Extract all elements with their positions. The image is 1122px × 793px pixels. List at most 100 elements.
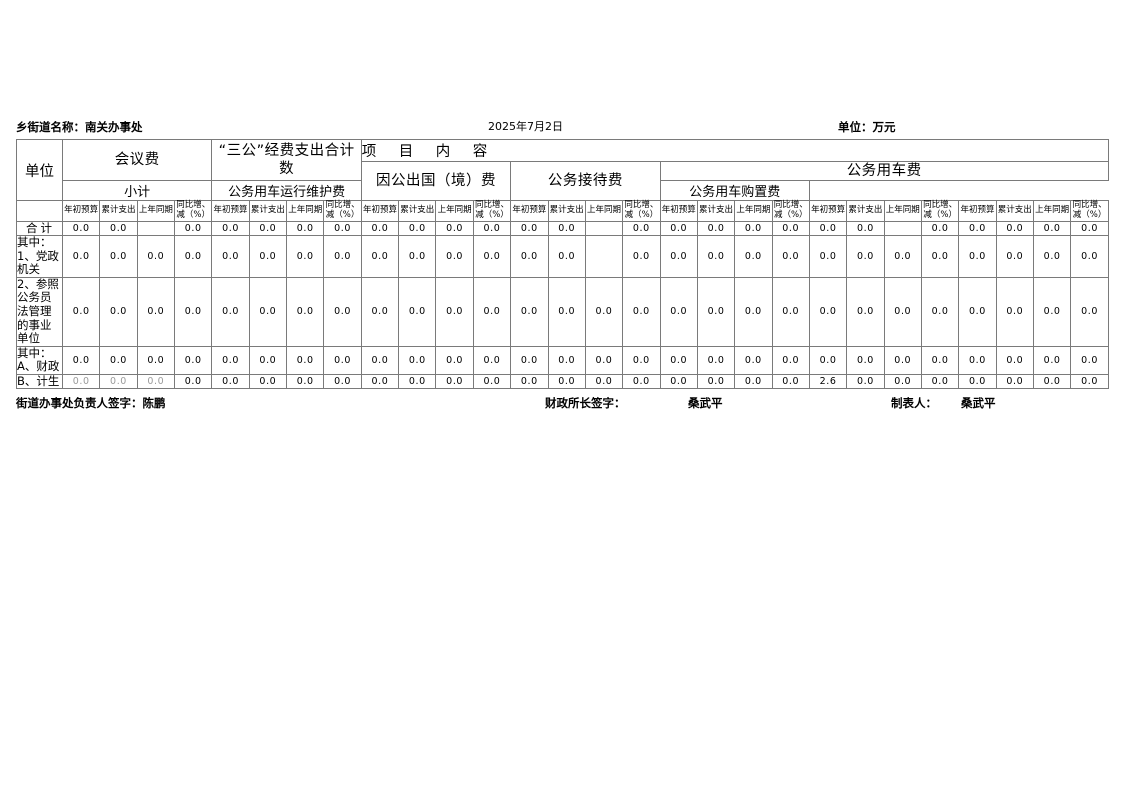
row-label: 其中：1、党政机关 bbox=[16, 235, 63, 278]
data-cell: 0.0 bbox=[734, 220, 773, 237]
col-subheader: 同比增、减（%） bbox=[472, 200, 512, 222]
col-subheader: 累计支出 bbox=[398, 200, 437, 222]
data-cell: 0.0 bbox=[696, 220, 736, 237]
data-cell: 0.0 bbox=[435, 220, 474, 237]
data-cell: 0.0 bbox=[808, 345, 848, 375]
data-cell: 0.0 bbox=[771, 220, 810, 237]
col-subheader: 年初预算 bbox=[659, 200, 698, 222]
data-cell: 0.0 bbox=[547, 220, 586, 237]
data-cell: 0.0 bbox=[435, 235, 474, 278]
col-subheader: 同比增、减（%） bbox=[174, 200, 213, 222]
data-cell: 0.0 bbox=[174, 276, 213, 347]
subheader-unit-spacer bbox=[16, 200, 63, 222]
data-cell: 0.0 bbox=[958, 345, 997, 375]
data-cell: 0.0 bbox=[547, 345, 586, 375]
three-public-expense-table: 单位 会议费 “三公”经费支出合计数 项 目 内 容 因公出国（境）费 公务接待… bbox=[16, 138, 1109, 390]
data-cell: 0.0 bbox=[248, 276, 288, 347]
data-cell: 0.0 bbox=[136, 276, 176, 347]
data-cell: 0.0 bbox=[286, 345, 325, 375]
header-row-subcolumns: 年初预算 累计支出 上年同期 同比增、减（%） 年初预算 累计支出 上年同期 同比增、减（%）… bbox=[16, 200, 1109, 222]
col-subheader: 上年同期 bbox=[435, 200, 474, 222]
data-cell: 0.0 bbox=[622, 220, 661, 237]
data-cell: 0.0 bbox=[472, 235, 512, 278]
data-cell: 0.0 bbox=[1070, 235, 1109, 278]
data-cell: 0.0 bbox=[958, 235, 997, 278]
data-cell bbox=[136, 220, 176, 237]
table-row: 2、参照公务员法管理的事业单位 0.0 0.0 0.0 0.0 0.0 0.0 0.0 0.0 0… bbox=[16, 276, 1109, 347]
data-cell: 0.0 bbox=[211, 220, 250, 237]
data-cell bbox=[584, 220, 624, 237]
col-subheader: 年初预算 bbox=[61, 200, 101, 222]
data-cell: 0.0 bbox=[920, 276, 960, 347]
row-label: 其中：A、财政 bbox=[16, 345, 63, 375]
data-cell: 0.0 bbox=[584, 373, 624, 390]
data-cell: 0.0 bbox=[696, 373, 736, 390]
data-cell: 0.0 bbox=[622, 345, 661, 375]
data-cell: 0.0 bbox=[360, 276, 400, 347]
col-subheader: 年初预算 bbox=[958, 200, 997, 222]
data-cell: 0.0 bbox=[99, 276, 138, 347]
data-cell: 0.0 bbox=[659, 345, 698, 375]
data-cell: 0.0 bbox=[323, 220, 362, 237]
data-cell: 0.0 bbox=[174, 373, 213, 390]
data-cell: 0.0 bbox=[472, 373, 512, 390]
data-cell: 0.0 bbox=[99, 373, 138, 390]
col-subheader: 上年同期 bbox=[584, 200, 624, 222]
data-cell: 0.0 bbox=[136, 235, 176, 278]
report-date: 2025年7月2日 bbox=[488, 120, 563, 133]
col-subheader: 同比增、减（%） bbox=[622, 200, 661, 222]
signature-row: 街道办事处负责人签字：陈鹏 财政所长签字： 桑武平 制表人： 桑武平 bbox=[16, 393, 1108, 413]
data-cell: 0.0 bbox=[136, 345, 176, 375]
col-subheader: 年初预算 bbox=[808, 200, 848, 222]
data-cell: 0.0 bbox=[472, 276, 512, 347]
data-cell: 0.0 bbox=[286, 373, 325, 390]
data-cell: 0.0 bbox=[1032, 235, 1072, 278]
data-cell: 0.0 bbox=[61, 220, 101, 237]
data-cell: 0.0 bbox=[771, 373, 810, 390]
data-cell: 0.0 bbox=[958, 276, 997, 347]
data-cell: 0.0 bbox=[99, 235, 138, 278]
data-cell: 0.0 bbox=[958, 373, 997, 390]
data-cell: 0.0 bbox=[734, 276, 773, 347]
data-cell: 0.0 bbox=[846, 373, 885, 390]
data-cell: 0.0 bbox=[61, 276, 101, 347]
col-subheader: 累计支出 bbox=[99, 200, 138, 222]
header-row-band2: 因公出国（境）费 公务接待费 公务用车费 bbox=[17, 160, 1109, 202]
data-cell: 0.0 bbox=[99, 220, 138, 237]
data-cell: 0.0 bbox=[510, 235, 549, 278]
data-cell: 0.0 bbox=[808, 220, 848, 237]
row-label: 2、参照公务员法管理的事业单位 bbox=[16, 276, 63, 347]
group-header-project-content: 项 目 内 容 bbox=[360, 139, 1109, 162]
data-cell: 0.0 bbox=[174, 220, 213, 237]
col-subheader: 累计支出 bbox=[547, 200, 586, 222]
data-cell: 0.0 bbox=[659, 235, 698, 278]
group-header-three-public-total: “三公”经费支出合计数 bbox=[211, 138, 362, 182]
data-cell: 0.0 bbox=[883, 276, 922, 347]
data-cell: 0.0 bbox=[360, 345, 400, 375]
data-cell: 0.0 bbox=[1070, 220, 1109, 237]
group-header-vehicle-subtotal: 小计 bbox=[61, 180, 213, 202]
data-cell: 0.0 bbox=[360, 220, 400, 237]
data-cell: 0.0 bbox=[547, 373, 586, 390]
data-cell: 0.0 bbox=[883, 345, 922, 375]
col-subheader: 同比增、减（%） bbox=[920, 200, 960, 222]
org-name-label: 乡街道名称：南关办事处 bbox=[16, 120, 143, 134]
data-cell: 0.0 bbox=[659, 220, 698, 237]
data-cell: 0.0 bbox=[286, 276, 325, 347]
data-cell: 0.0 bbox=[435, 345, 474, 375]
data-cell: 0.0 bbox=[995, 235, 1034, 278]
data-cell: 0.0 bbox=[323, 235, 362, 278]
finance-signature-label: 财政所长签字： bbox=[545, 396, 626, 411]
data-cell: 0.0 bbox=[510, 276, 549, 347]
data-cell: 0.0 bbox=[995, 373, 1034, 390]
header-row-band3: 小计 公务用车运行维护费 公务用车购置费 bbox=[17, 180, 1109, 202]
data-cell: 0.0 bbox=[510, 220, 549, 237]
data-cell bbox=[883, 220, 922, 237]
data-cell: 0.0 bbox=[211, 373, 250, 390]
leader-signature: 街道办事处负责人签字：陈鹏 bbox=[16, 396, 166, 411]
data-cell: 0.0 bbox=[174, 345, 213, 375]
data-cell: 0.0 bbox=[510, 345, 549, 375]
group-header-vehicle-maintenance: 公务用车运行维护费 bbox=[211, 180, 362, 202]
group-header-meeting: 会议费 bbox=[61, 138, 213, 182]
